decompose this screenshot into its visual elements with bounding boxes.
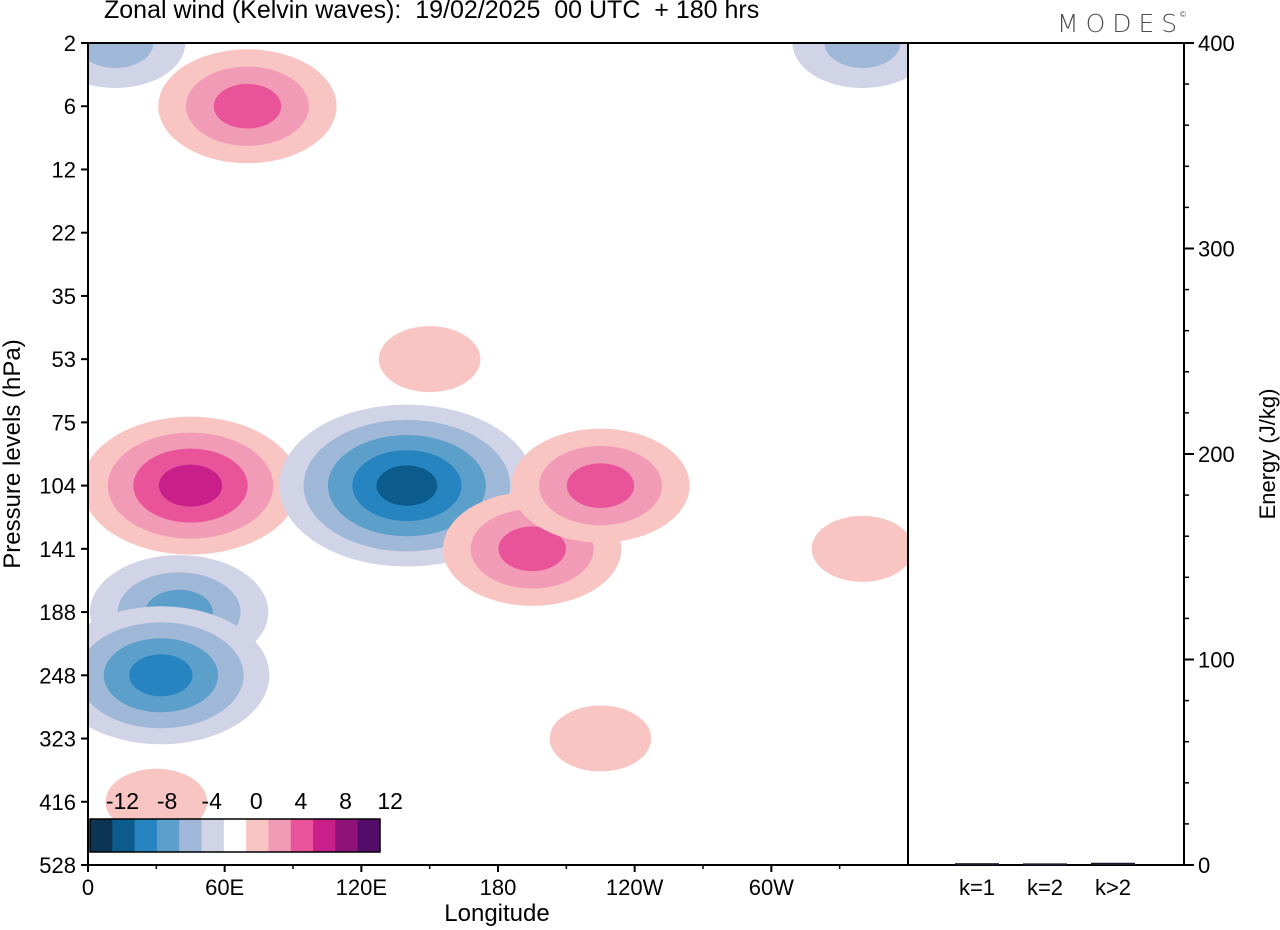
y-tick-label: 323 — [39, 727, 76, 752]
colorbar-tick-label: -8 — [157, 788, 177, 814]
y-tick-label: 53 — [52, 347, 76, 372]
contour-blob — [566, 463, 635, 508]
energy-category-label: k=1 — [959, 875, 995, 900]
energy-category-label: k=2 — [1027, 875, 1063, 900]
y-tick-label: 35 — [52, 284, 76, 309]
x-tick-label: 60W — [749, 875, 794, 900]
contour-field — [88, 43, 908, 835]
chart-title: Zonal wind (Kelvin waves): 19/02/2025 00… — [104, 0, 760, 24]
y-axis: 2 6 12 22 35 53 75 104 141 188 248 323 416 528 — [39, 31, 88, 878]
colorbar-swatch — [313, 819, 336, 852]
energy-axis: 0 100 200 300 400 — [1184, 31, 1235, 878]
colorbar-tick-label: -4 — [201, 788, 222, 814]
energy-tick-label: 200 — [1198, 442, 1235, 467]
colorbar-swatch — [112, 819, 136, 852]
contour-blob — [549, 705, 652, 772]
y-tick-label: 2 — [64, 31, 76, 56]
energy-bars: k=1 k=2 k>2 — [955, 862, 1135, 900]
energy-bar — [1023, 863, 1067, 866]
colorbar-frame — [89, 818, 381, 853]
y-tick-label: 416 — [39, 790, 76, 815]
colorbar-swatch — [223, 819, 247, 852]
y-tick-label: 248 — [39, 663, 76, 688]
energy-bar — [1091, 862, 1135, 865]
contour-blob — [376, 465, 438, 506]
colorbar-swatch — [201, 819, 225, 852]
y-tick-label: 12 — [52, 157, 76, 182]
x-tick-label: 120E — [336, 875, 387, 900]
x-tick-label: 180 — [480, 875, 517, 900]
colorbar-tick-label: 12 — [377, 788, 403, 814]
energy-tick-label: 300 — [1198, 237, 1235, 262]
colorbar-tick-label: -12 — [106, 788, 139, 814]
colorbar-tick-label: 8 — [339, 788, 352, 814]
contour-blob — [88, 43, 154, 68]
colorbar-swatch — [246, 819, 269, 852]
energy-category-label: k>2 — [1095, 875, 1131, 900]
x-axis-label: Longitude — [444, 900, 549, 927]
colorbar-swatch — [134, 819, 158, 852]
colorbar-swatch — [335, 819, 359, 852]
y-tick-label: 104 — [39, 474, 76, 499]
energy-bar — [955, 863, 999, 866]
colorbar-swatch — [290, 819, 314, 852]
energy-axis-label: Energy (J/kg) — [1255, 389, 1280, 520]
contour-blob — [378, 326, 481, 393]
colorbar-tick-label: 0 — [250, 788, 263, 814]
x-tick-label: 0 — [82, 875, 94, 900]
colorbar-swatch — [90, 819, 113, 852]
brand-logo: MODES — [1057, 9, 1185, 38]
contour-blob — [158, 464, 223, 507]
y-tick-label: 22 — [52, 221, 76, 246]
y-tick-label: 528 — [39, 853, 76, 878]
colorbar-swatch — [179, 819, 203, 852]
contour-blob — [498, 526, 566, 572]
y-axis-label: Pressure levels (hPa) — [0, 339, 26, 568]
x-tick-label: 60E — [205, 875, 244, 900]
x-axis: 0 60E 120E 180 120W 60W — [82, 865, 841, 900]
contour-blob — [213, 83, 282, 129]
contour-blob — [811, 515, 908, 582]
energy-panel-frame — [907, 42, 1185, 866]
energy-tick-label: 400 — [1198, 31, 1235, 56]
x-tick-label: 120W — [606, 875, 664, 900]
colorbar: -12 -8 -4 0 4 8 12 — [89, 788, 403, 853]
brand-registered-mark: © — [1180, 10, 1186, 19]
contour-blob — [129, 654, 193, 697]
y-tick-label: 188 — [39, 600, 76, 625]
colorbar-swatch — [357, 819, 381, 852]
colorbar-tick-label: 4 — [295, 788, 308, 814]
colorbar-swatch — [156, 819, 180, 852]
contour-blob — [824, 43, 901, 68]
y-tick-label: 6 — [64, 94, 76, 119]
y-tick-label: 141 — [39, 537, 76, 562]
energy-tick-label: 0 — [1198, 853, 1210, 878]
y-tick-label: 75 — [52, 410, 76, 435]
energy-tick-label: 100 — [1198, 648, 1235, 673]
colorbar-swatch — [268, 819, 292, 852]
